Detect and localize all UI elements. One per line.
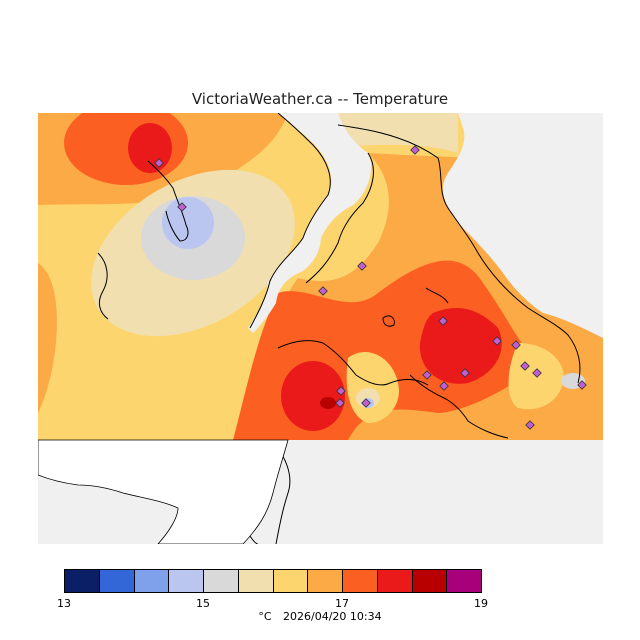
- temperature-map: [38, 113, 603, 544]
- map-footer: °C 2026/04/20 10:34: [0, 610, 640, 623]
- legend-tick-19: 19: [466, 597, 496, 610]
- legend-swatch: [204, 570, 239, 592]
- legend-swatch: [308, 570, 343, 592]
- legend-swatch: [274, 570, 309, 592]
- legend-swatch: [447, 570, 481, 592]
- legend-swatch: [100, 570, 135, 592]
- timestamp: 2026/04/20 10:34: [283, 610, 382, 623]
- legend-tick-15: 15: [188, 597, 218, 610]
- legend-swatch: [135, 570, 170, 592]
- unit-label: °C: [258, 610, 271, 623]
- legend-swatch: [65, 570, 100, 592]
- legend-swatch: [239, 570, 274, 592]
- color-scale-legend: [64, 569, 482, 593]
- legend-swatch: [413, 570, 448, 592]
- legend-tick-13: 13: [49, 597, 79, 610]
- map-title: VictoriaWeather.ca -- Temperature: [0, 90, 640, 108]
- legend-swatch: [378, 570, 413, 592]
- legend-swatch: [169, 570, 204, 592]
- legend-tick-17: 17: [327, 597, 357, 610]
- legend-swatch: [343, 570, 378, 592]
